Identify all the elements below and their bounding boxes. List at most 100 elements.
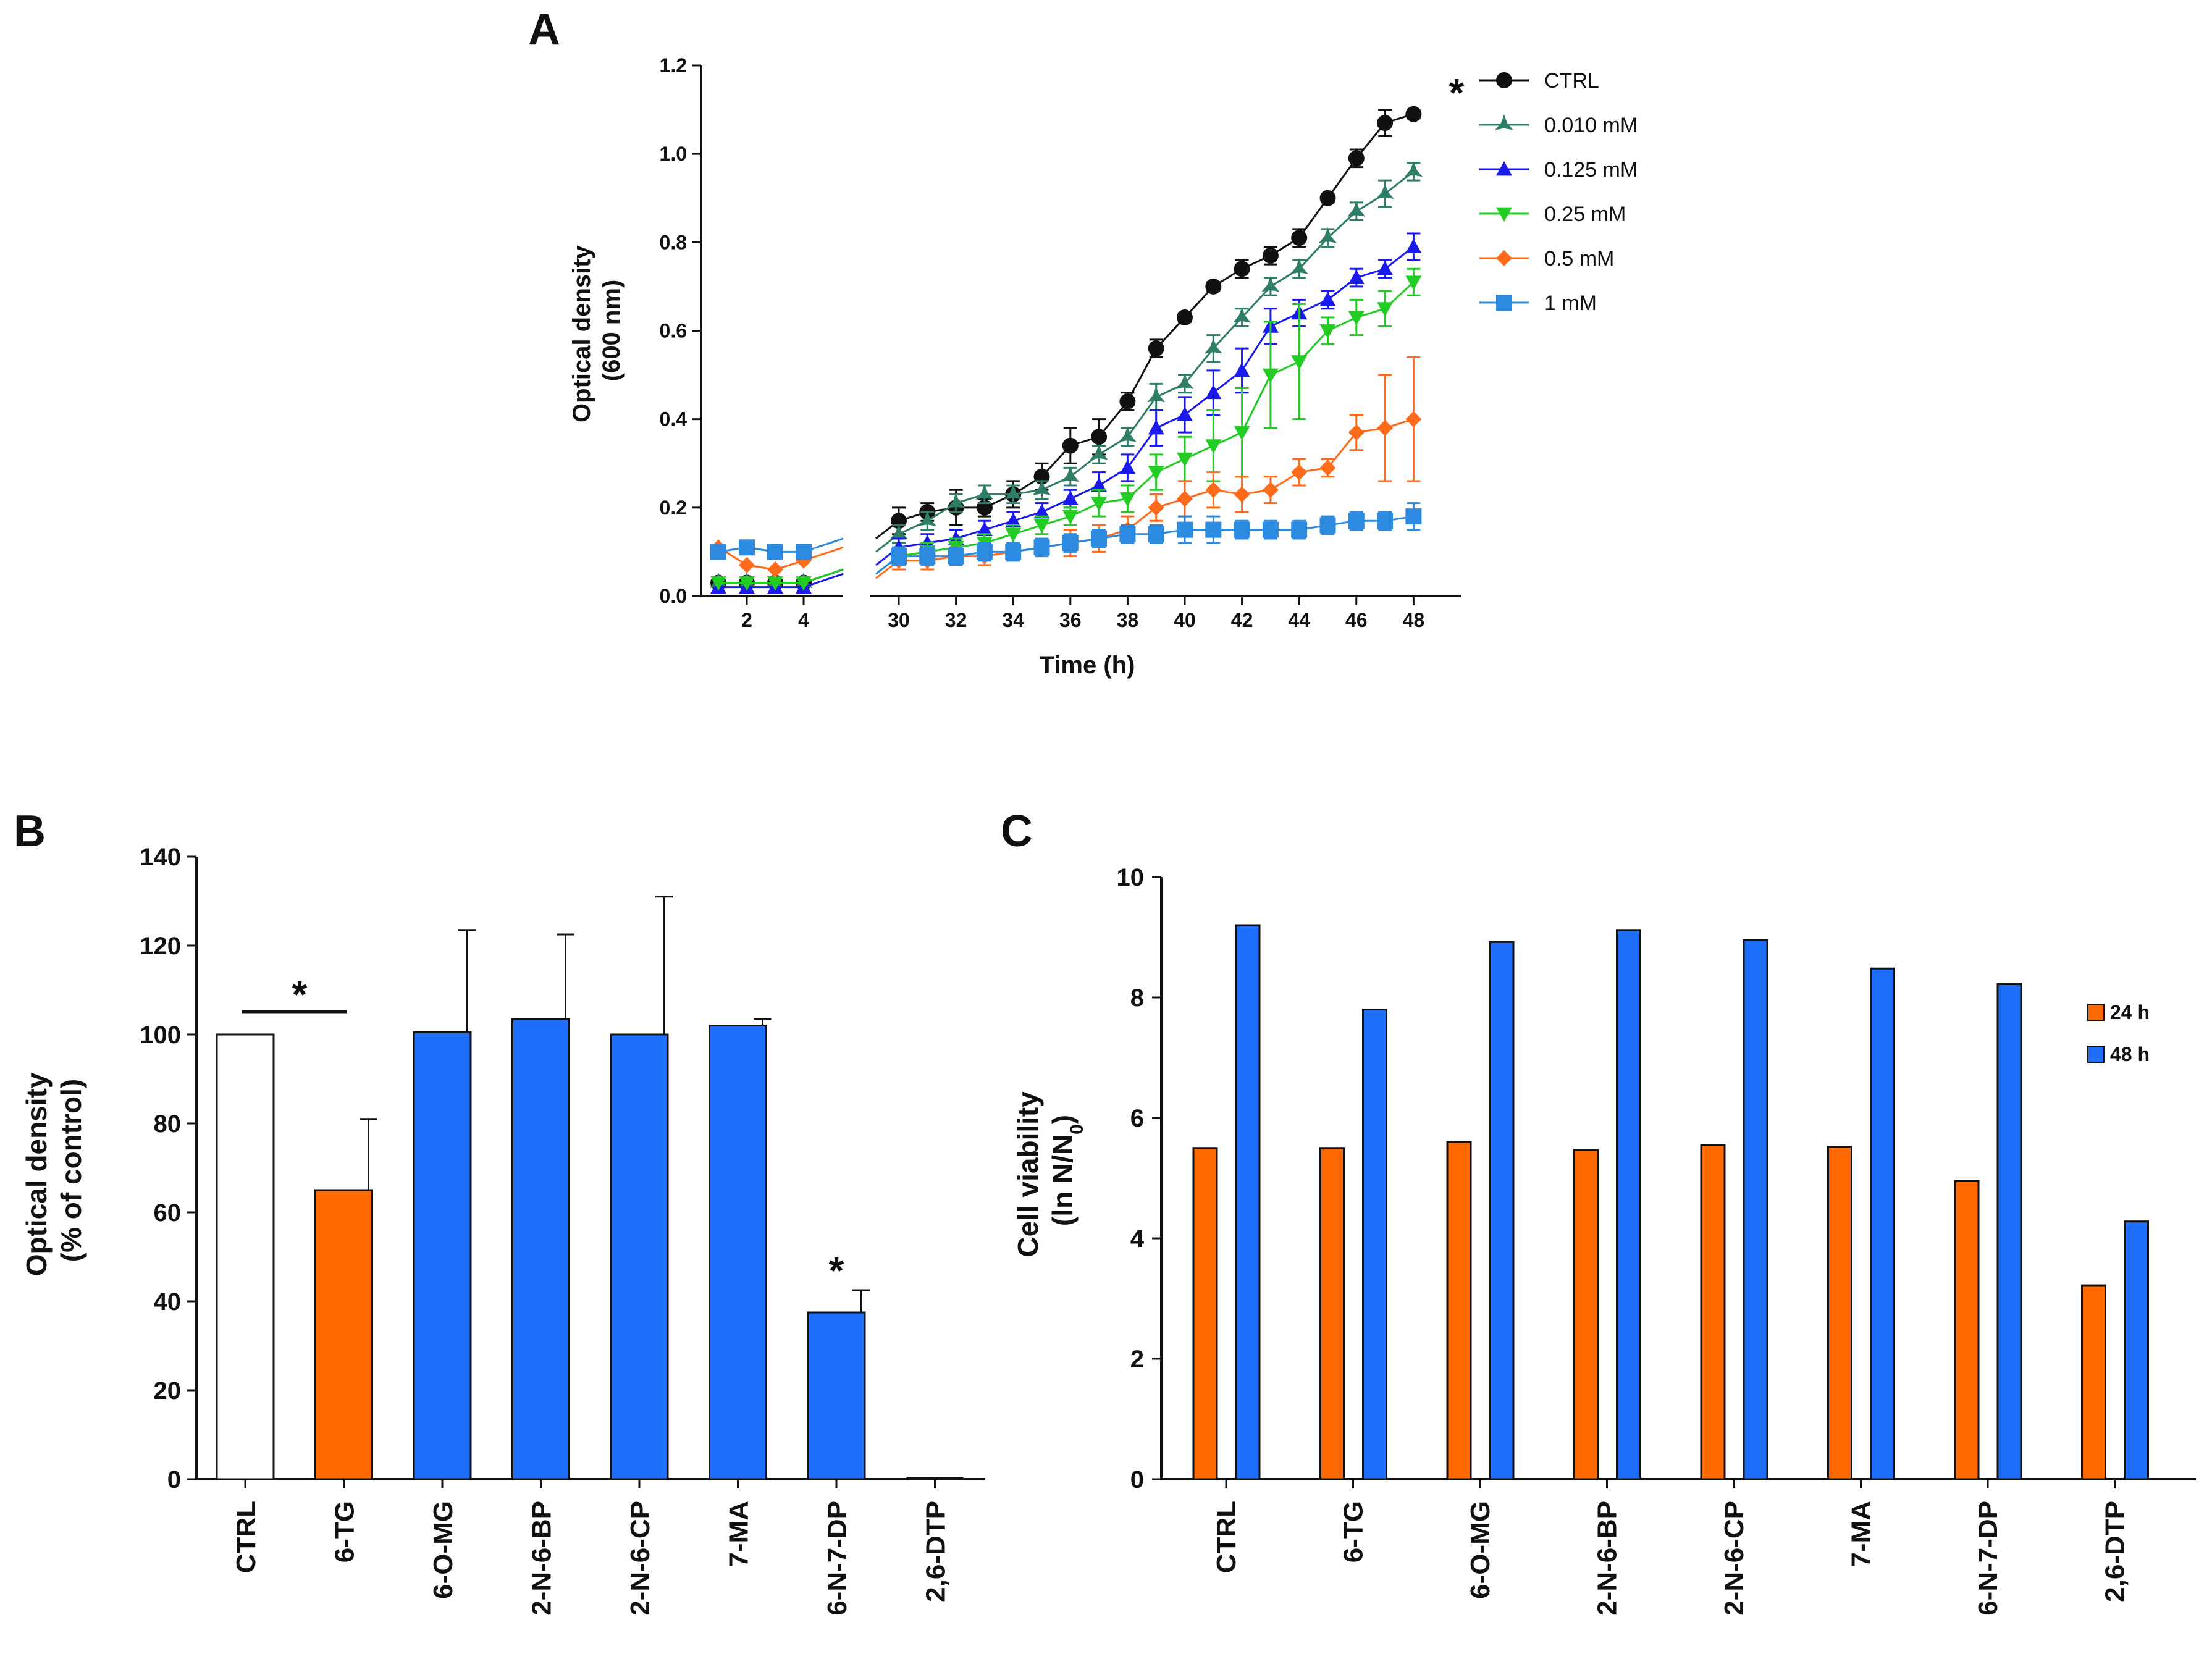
panel-a-point [1062,535,1079,552]
panel-a-x-axis-label: Time (h) [1040,652,1135,679]
panel-a-point [1005,527,1022,542]
panel-b-bar [610,1033,669,1480]
panel-a-y-tick-label: 1.0 [660,143,687,165]
panel-a-point-early [767,561,783,578]
panel-a-x-tick-label: 2 [741,609,752,631]
panel-a-x-tick-label: 4 [798,609,809,631]
panel-c-letter: C [1001,807,1033,856]
panel-a-point [1175,373,1194,389]
panel-a-y-tick-label: 1.2 [660,54,687,77]
panel-a-point [1234,362,1250,377]
panel-a-point [1319,517,1336,534]
panel-b-bar-star: * [829,1248,844,1293]
panel-a-x-tick-label: 46 [1345,609,1368,631]
panel-c-bar [1489,941,1515,1480]
panel-a-point [1347,201,1366,217]
panel-a-point [889,523,908,540]
panel-a-point [1262,521,1279,538]
panel-b-y-tick-label: 140 [140,844,181,871]
panel-a-point [1376,183,1394,199]
panel-a-point [1119,460,1136,474]
panel-c-y-axis-label: Cell viability (ln N/N0) [1012,1083,1087,1257]
panel-a-point [1377,419,1394,436]
panel-a-point [1204,338,1222,354]
panel-a-point [1177,406,1193,421]
panel-a-y-tick-label: 0.0 [660,585,687,607]
panel-a-point [1319,292,1336,306]
panel-c-bar [1743,939,1768,1480]
panel-a-point [1005,513,1022,527]
panel-c-bar [2081,1284,2106,1480]
panel-a-point [1262,482,1279,498]
panel-a-point-early [710,576,726,591]
panel-c-y-label-line2b: ) [1046,1115,1079,1124]
panel-a-point [1033,539,1050,556]
panel-b-y-tick-label: 80 [154,1110,182,1138]
panel-a-point [1261,276,1280,292]
panel-a-point-early [767,576,783,591]
panel-c-category-label: 2,6-DTP [2100,1501,2130,1602]
panel-a-legend-marker [1496,161,1512,176]
panel-a-series-1 [709,161,1423,588]
panel-a-legend-label: CTRL [1544,69,1599,93]
panel-a-x-tick-label: 36 [1059,609,1082,631]
panel-a-point [1404,161,1423,177]
panel-b-category-label: 6-O-MG [428,1501,458,1599]
panel-a-point-early [710,544,726,560]
panel-c-bar [1192,1147,1218,1480]
panel-c-y-tick-label: 0 [1130,1466,1144,1493]
panel-c: C 0 2 4 6 8 10 CTRL 6-TG 6-O-MG 2-N-6-BP 2-N-6-CP… [1001,807,2196,1616]
panel-a-point [1234,261,1250,277]
panel-a-x-tick-label: 44 [1288,609,1310,631]
panel-c-legend-swatch [2087,1046,2105,1063]
panel-a-point [918,510,936,526]
panel-a-point [975,484,994,500]
panel-a-point [1005,544,1022,560]
panel-a-legend-marker [1495,114,1513,130]
panel-a-x-tick-label: 40 [1174,609,1196,631]
panel-a-point [1004,484,1022,500]
panel-a-point [1062,490,1079,505]
panel-c-y-tick-label: 6 [1130,1105,1144,1132]
panel-c-bar [1996,983,2022,1480]
panel-a-point [1091,497,1108,511]
panel-b-category-label: 2,6-DTP [921,1501,951,1602]
panel-a-point [976,521,993,537]
panel-a-point [1319,460,1336,476]
panel-a-point-early [796,544,812,560]
panel-a-point [1348,424,1365,441]
panel-b-y-label-line2: (% of control) [55,1079,87,1262]
panel-a-point [1405,508,1422,525]
panel-c-category-label: 2-N-6-CP [1719,1501,1749,1616]
panel-a-point [1148,340,1164,357]
panel-c-bar [2124,1220,2149,1480]
panel-a-legend-marker [1496,295,1512,311]
panel-a-point [1205,439,1222,454]
panel-c-y-label-line1: Cell viability [1012,1091,1044,1257]
panel-a-point [1118,426,1137,442]
panel-a-point [1033,519,1050,534]
panel-c-category-label: 6-O-MG [1465,1501,1495,1599]
panel-a-point [1177,521,1193,538]
panel-c-y-label-line2a: (ln N/N [1046,1135,1079,1226]
panel-c-legend-label: 48 h [2110,1043,2150,1065]
panel-a-legend-marker [1496,72,1512,88]
panel-a-point [919,548,936,565]
panel-a-y-tick-label: 0.8 [660,231,687,253]
panel-a-point [1205,384,1222,400]
panel-b-bar [709,1025,767,1480]
panel-a-legend-label: 0.010 mM [1544,114,1638,137]
panel-a-point [1377,115,1394,132]
panel-c-category-label: 6-TG [1339,1501,1369,1563]
panel-a-point [1091,477,1108,492]
panel-c-category-label: CTRL [1211,1501,1242,1573]
panel-b-letter: B [14,807,46,856]
panel-a-point [1062,437,1079,454]
panel-a-point [947,492,965,509]
panel-a-point [1091,530,1108,547]
panel-a-point [1262,368,1279,384]
panel-a-point [1205,482,1222,498]
panel-a-point [1148,419,1164,435]
panel-a-legend-label: 0.25 mM [1544,203,1626,226]
